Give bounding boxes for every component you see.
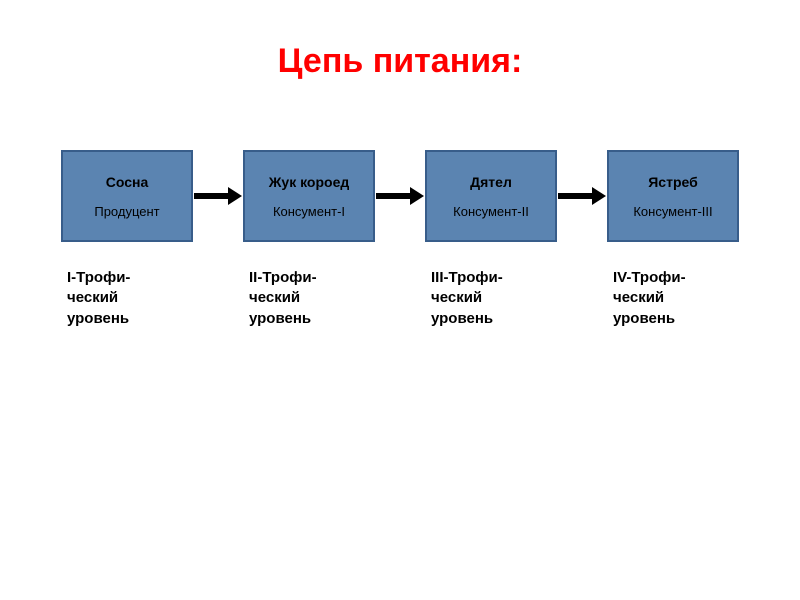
page-title: Цепь питания:	[0, 42, 800, 81]
node-title: Ястреб	[648, 174, 698, 190]
chain-node: Сосна Продуцент	[61, 150, 193, 242]
label-gap	[557, 268, 607, 329]
chain-node: Дятел Консумент-II	[425, 150, 557, 242]
node-subtitle: Консумент-III	[633, 204, 712, 219]
chain-node: Ястреб Консумент-III	[607, 150, 739, 242]
node-title: Дятел	[470, 174, 512, 190]
trophic-level-label: III-Трофи- ческий уровень	[425, 268, 557, 329]
chain-node: Жук короед Консумент-I	[243, 150, 375, 242]
node-title: Сосна	[106, 174, 149, 190]
arrow-icon	[193, 187, 243, 205]
trophic-level-label: II-Трофи- ческий уровень	[243, 268, 375, 329]
node-title: Жук короед	[269, 174, 350, 190]
label-gap	[375, 268, 425, 329]
node-subtitle: Консумент-I	[273, 204, 345, 219]
arrow-icon	[375, 187, 425, 205]
trophic-levels-row: I-Трофи- ческий уровень II-Трофи- ческий …	[0, 268, 800, 329]
trophic-level-label: IV-Трофи- ческий уровень	[607, 268, 739, 329]
food-chain-row: Сосна Продуцент Жук короед Консумент-I Дятел…	[0, 150, 800, 242]
node-subtitle: Продуцент	[94, 204, 159, 219]
trophic-level-label: I-Трофи- ческий уровень	[61, 268, 193, 329]
node-subtitle: Консумент-II	[453, 204, 529, 219]
arrow-icon	[557, 187, 607, 205]
label-gap	[193, 268, 243, 329]
